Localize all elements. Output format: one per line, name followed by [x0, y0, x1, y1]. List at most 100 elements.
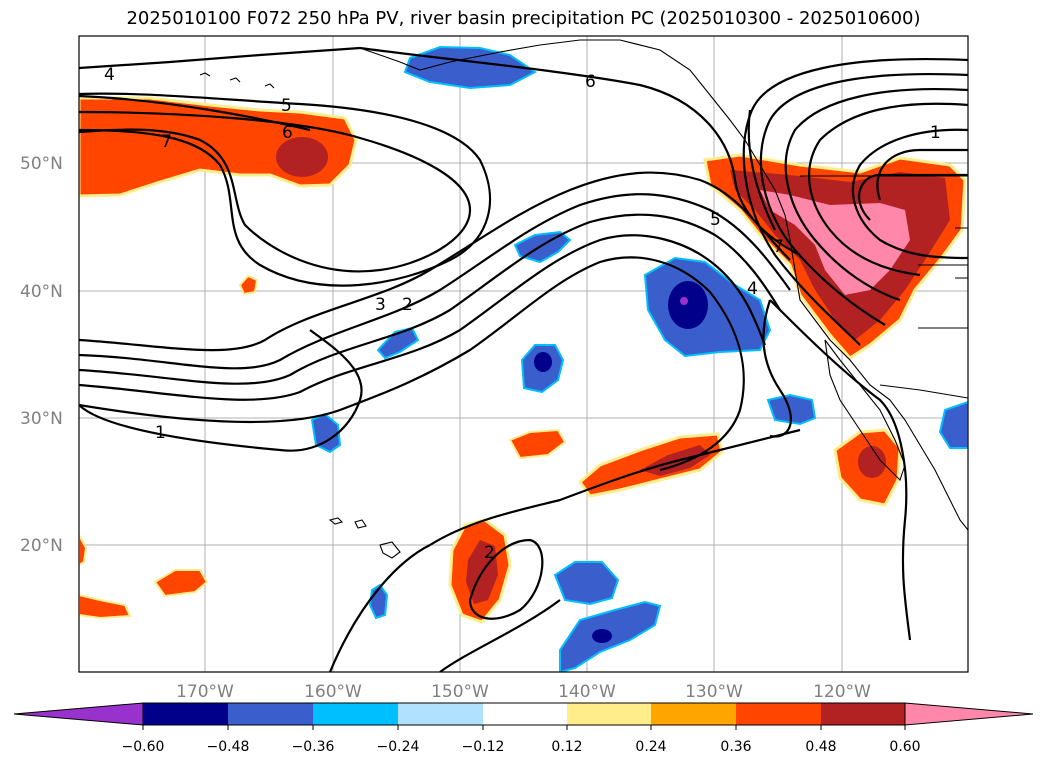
contour-2-south — [328, 428, 801, 672]
coast-alaska — [359, 39, 968, 531]
contour-label-1: 1 — [155, 423, 166, 443]
contour-labels: 4 5 6 7 6 1 5 4 7 3 2 1 2 — [104, 65, 941, 563]
lon-label-140w: 140°W — [558, 682, 616, 702]
pv-contours — [79, 46, 968, 672]
island-aleutian-1 — [199, 72, 211, 77]
border-us-mexico — [879, 384, 968, 399]
shade-negative-8-core — [592, 629, 612, 643]
shade-negative-offshore-max — [680, 297, 688, 305]
contour-long-4 — [79, 234, 767, 401]
coast-baja — [824, 339, 906, 482]
contour-5-nw — [79, 92, 492, 287]
contour-2-hawaii — [468, 538, 544, 620]
colorbar-bin-9 — [821, 703, 905, 725]
colorbar-tick-label-7: 0.24 — [635, 739, 666, 755]
island-hawaii-2 — [354, 519, 367, 529]
lon-label-120w: 120°W — [813, 682, 871, 702]
shade-negative-offshore-core — [668, 281, 708, 329]
colorbar-tick-label-5: −0.12 — [462, 739, 505, 755]
colorbar-bin-6 — [567, 703, 651, 725]
contour-label-7-east: 7 — [773, 237, 784, 257]
colorbar-tick-label-8: 0.36 — [720, 739, 751, 755]
contour-label-6: 6 — [282, 123, 293, 143]
contour-east-4 — [742, 57, 968, 346]
shade-positive-nw-core — [276, 137, 328, 177]
contour-coast-loop — [762, 299, 792, 438]
coastlines — [199, 39, 968, 559]
colorbar-bin-8 — [736, 703, 821, 725]
colorbar-extend-high — [904, 702, 1034, 726]
colorbar-tick-label-10: 0.60 — [889, 739, 920, 755]
colorbar-bin-5 — [483, 703, 567, 725]
colorbar-tick-label-6: 0.12 — [551, 739, 582, 755]
lon-label-130w: 130°W — [685, 682, 743, 702]
contour-long-3 — [79, 213, 781, 385]
island-hawaii-3 — [379, 541, 401, 559]
colorbar-frame — [142, 702, 906, 726]
state-box-2 — [955, 227, 968, 279]
colorbar-tick-label-2: −0.48 — [207, 739, 250, 755]
shade-positive-7 — [79, 593, 132, 620]
shade-negative-7 — [553, 561, 620, 606]
colorbar-tick-label-4: −0.24 — [377, 739, 420, 755]
island-aleutian-2 — [229, 77, 241, 83]
contour-label-4: 4 — [104, 65, 115, 85]
island-hawaii-1 — [328, 517, 344, 525]
contour-label-5-east: 5 — [710, 210, 721, 230]
precipitation-shading — [79, 45, 968, 672]
shade-positive-2 — [508, 428, 567, 460]
lon-label-150w: 150°W — [431, 682, 489, 702]
map-frame — [78, 35, 969, 673]
contour-label-6-north: 6 — [585, 72, 596, 92]
contour-6-nw — [79, 110, 472, 273]
lat-label-20n: 20°N — [20, 536, 63, 556]
contour-east-6 — [858, 173, 968, 221]
contour-label-2: 2 — [402, 295, 413, 315]
contour-hawaii-tail — [439, 599, 561, 672]
shade-positive-8 — [79, 534, 88, 567]
colorbar-bin-1 — [143, 703, 228, 725]
colorbar-extend-low — [13, 702, 144, 726]
contour-long-2 — [79, 193, 791, 370]
colorbar-ticks — [142, 725, 906, 730]
contour-long-5 — [79, 256, 745, 472]
contour-east-8 — [876, 148, 968, 201]
contour-label-1-east: 1 — [930, 123, 941, 143]
colorbar-bin-2 — [228, 703, 313, 725]
contour-east-3 — [759, 72, 968, 326]
colorbar-bin-3 — [313, 703, 398, 725]
lat-label-30n: 30°N — [20, 409, 63, 429]
shade-negative-5 — [766, 393, 817, 426]
lon-label-170w: 170°W — [176, 682, 234, 702]
contour-east-5 — [851, 128, 968, 260]
contour-6-north — [359, 46, 801, 256]
map-title: 2025010100 F072 250 hPa PV, river basin … — [126, 8, 921, 29]
shade-negative-2 — [376, 326, 420, 360]
contour-label-4-east: 4 — [747, 279, 758, 299]
lat-label-50n: 50°N — [20, 154, 63, 174]
contour-long-1 — [79, 171, 791, 352]
colorbar-tick-label-1: −0.60 — [122, 739, 165, 755]
state-box — [918, 264, 968, 329]
contour-7-nw — [79, 94, 311, 132]
latitude-labels: 50°N 40°N 30°N 20°N — [20, 154, 63, 556]
contour-east-7 — [747, 109, 776, 231]
lon-label-160w: 160°W — [304, 682, 362, 702]
island-aleutian-3 — [264, 83, 275, 89]
contour-east-1 — [808, 102, 968, 277]
contour-1-south — [79, 329, 363, 452]
colorbar-bin-4 — [398, 703, 483, 725]
contour-label-5: 5 — [281, 96, 292, 116]
contour-east-long — [769, 299, 912, 641]
contour-4-nw — [79, 46, 361, 70]
colorbar-bin-7 — [651, 703, 736, 725]
contour-label-3: 3 — [375, 295, 386, 315]
longitude-labels: 170°W 160°W 150°W 140°W 130°W 120°W — [176, 682, 871, 702]
shade-negative-6 — [938, 400, 968, 449]
colorbar: −0.60 −0.48 −0.36 −0.24 −0.12 0.12 0.24 … — [13, 702, 1034, 755]
colorbar-tick-label-3: −0.36 — [292, 739, 335, 755]
contour-east-2 — [784, 87, 968, 302]
shade-positive-6 — [153, 569, 209, 598]
shade-positive-4-core — [858, 446, 886, 478]
